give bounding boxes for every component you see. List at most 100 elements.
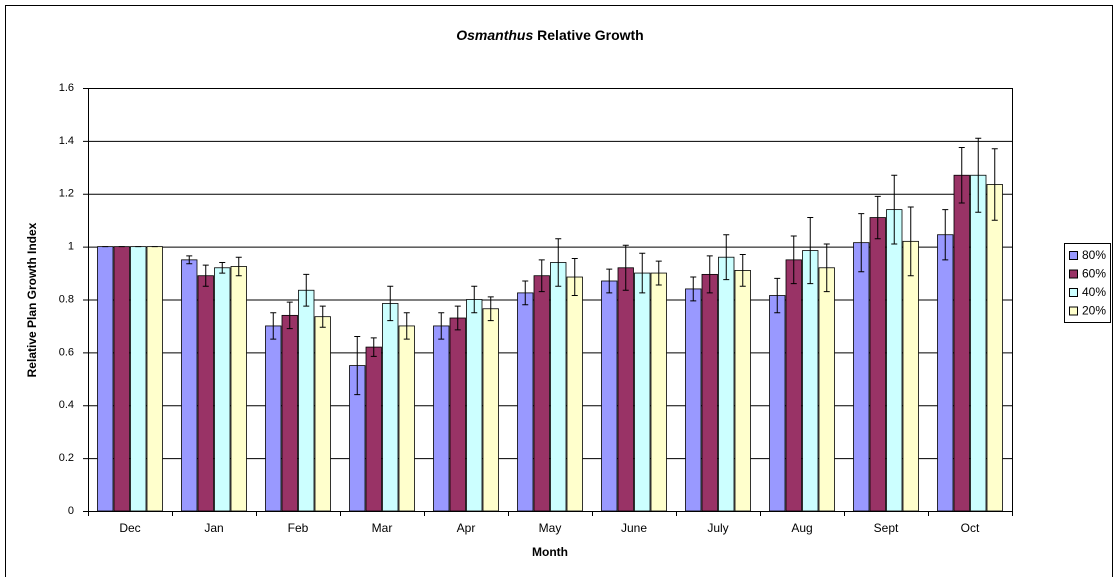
bar	[533, 275, 550, 512]
x-axis-label: Month	[532, 545, 568, 559]
error-bar	[690, 276, 697, 302]
error-bar	[303, 273, 310, 307]
x-tick-label: Aug	[791, 521, 812, 535]
bar	[634, 272, 651, 512]
error-bar	[958, 146, 965, 204]
error-bar	[186, 255, 193, 265]
title-species: Osmanthus	[456, 27, 533, 43]
error-bar	[975, 137, 982, 213]
error-bar	[438, 312, 445, 340]
bar	[265, 325, 282, 512]
error-bar	[370, 337, 377, 357]
y-tick-label: 1	[68, 241, 74, 253]
bar	[181, 259, 198, 512]
bar	[853, 242, 870, 512]
x-tick-label: May	[539, 521, 562, 535]
legend-label: 40%	[1082, 285, 1106, 299]
bar	[802, 250, 819, 512]
bar	[601, 280, 618, 512]
error-bar	[522, 280, 529, 306]
bar	[97, 246, 114, 512]
error-bar	[807, 217, 814, 285]
bar	[517, 292, 534, 512]
bar	[130, 246, 147, 512]
y-tick-label: 0.8	[59, 293, 74, 305]
y-tick-label: 0.2	[59, 452, 74, 464]
error-bar	[219, 261, 226, 274]
error-bar	[403, 312, 410, 340]
x-tick-label: Sept	[874, 521, 899, 535]
bar	[818, 267, 835, 512]
bar	[382, 303, 399, 512]
bar	[298, 289, 315, 512]
error-bar	[858, 213, 865, 273]
bar	[970, 174, 987, 512]
bar	[953, 174, 970, 512]
legend-label: 60%	[1082, 267, 1106, 281]
bar	[769, 295, 786, 512]
error-bar	[471, 285, 478, 314]
y-tick-label: 1.6	[59, 82, 74, 94]
error-bar	[723, 234, 730, 281]
error-bar	[387, 285, 394, 322]
error-bar	[270, 312, 277, 340]
legend-swatch	[1069, 269, 1078, 279]
x-tick-label: Oct	[961, 521, 980, 535]
error-bar	[555, 238, 562, 287]
error-bar	[487, 296, 494, 322]
bar	[718, 256, 735, 512]
y-tick-label: 0.4	[59, 399, 74, 411]
bar	[701, 273, 718, 512]
bar	[734, 270, 751, 512]
bar	[146, 246, 163, 512]
error-bar	[354, 336, 361, 396]
x-tick-label: Feb	[288, 521, 309, 535]
error-bar	[538, 259, 545, 293]
error-bar	[655, 260, 662, 286]
error-bar	[891, 174, 898, 245]
error-bar	[874, 195, 881, 240]
error-bar	[319, 305, 326, 328]
legend-swatch	[1069, 306, 1078, 316]
error-bar	[286, 301, 293, 330]
error-bar	[790, 235, 797, 285]
bar	[433, 325, 450, 512]
bar	[466, 299, 483, 512]
bar	[685, 288, 702, 512]
x-tick-label: June	[621, 521, 647, 535]
y-tick-label: 1.4	[59, 135, 74, 147]
title-text: Relative Growth	[537, 27, 644, 43]
bar	[197, 275, 214, 512]
error-bar	[991, 148, 998, 221]
error-bar	[774, 277, 781, 314]
error-bar	[823, 243, 830, 293]
legend-swatch	[1069, 288, 1078, 297]
error-bar	[706, 255, 713, 294]
bar	[281, 314, 298, 512]
legend-swatch	[1069, 251, 1078, 260]
bar	[986, 184, 1003, 512]
y-tick-label: 0	[68, 505, 74, 517]
bar	[886, 209, 903, 512]
bar	[449, 317, 466, 512]
bar	[566, 276, 583, 512]
bar	[785, 259, 802, 512]
bar	[869, 217, 886, 512]
bar	[314, 316, 331, 512]
bar	[113, 246, 130, 512]
bar	[214, 267, 231, 512]
bar	[398, 325, 415, 512]
y-tick-label: 0.6	[59, 346, 74, 358]
chart-title: Osmanthus Relative Growth	[456, 27, 644, 43]
x-tick-label: Dec	[119, 521, 140, 535]
error-bar	[454, 305, 461, 331]
bar	[617, 267, 634, 512]
x-tick-label: Jan	[204, 521, 223, 535]
bar	[902, 240, 919, 512]
y-tick-label: 1.2	[59, 188, 74, 200]
error-bar	[907, 206, 914, 277]
error-bar	[622, 244, 629, 291]
bar	[482, 308, 499, 512]
error-bar	[739, 254, 746, 287]
